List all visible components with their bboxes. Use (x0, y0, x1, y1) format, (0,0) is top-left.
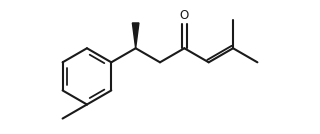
Polygon shape (132, 23, 139, 48)
Text: O: O (180, 10, 189, 23)
